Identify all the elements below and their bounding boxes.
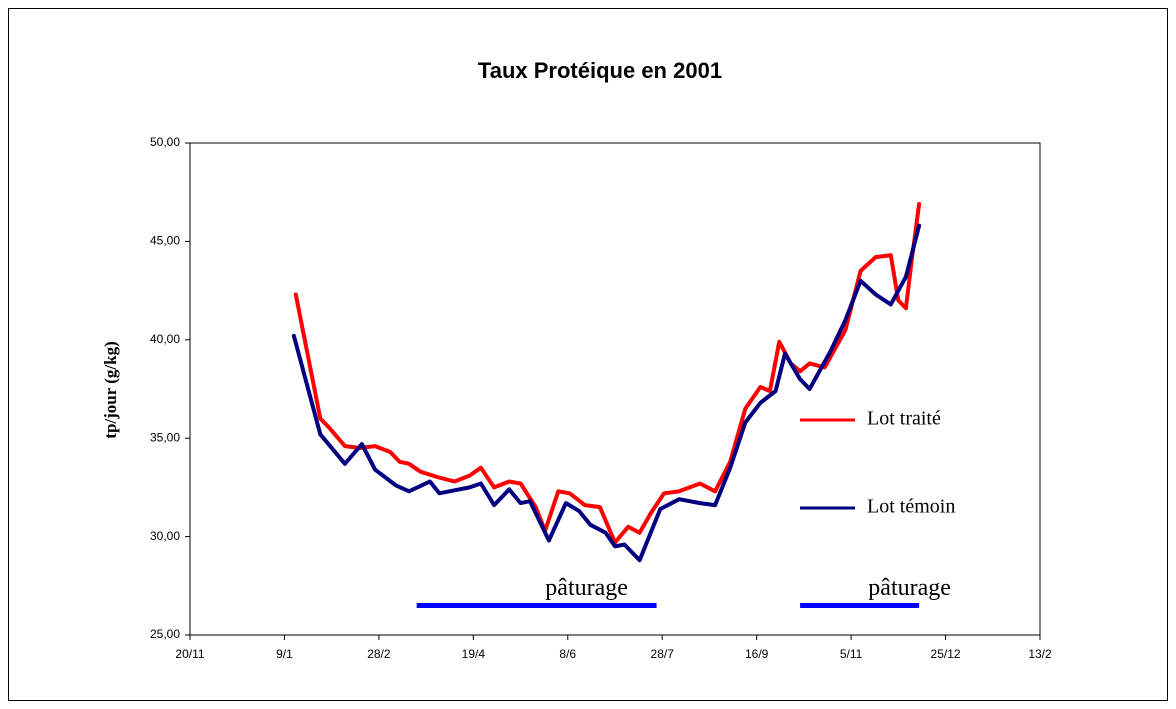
y-tick-label: 30,00 (150, 529, 180, 543)
y-tick-label: 35,00 (150, 430, 180, 444)
y-tick-label: 25,00 (150, 627, 180, 641)
frame (8, 8, 1168, 701)
plot-area (189, 142, 1041, 636)
y-tick-label: 50,00 (150, 135, 180, 149)
legend-label: Lot témoin (867, 496, 955, 518)
x-tick-label: 16/9 (745, 647, 769, 661)
series-line (293, 202, 922, 545)
chart-title: Taux Protéique en 2001 (478, 58, 722, 83)
x-tick-label: 13/2 (1028, 647, 1052, 661)
annotation: pâturage (868, 575, 951, 601)
x-tick-label: 9/1 (276, 647, 293, 661)
y-tick-label: 40,00 (150, 332, 180, 346)
x-tick-label: 25/12 (931, 647, 961, 661)
y-axis-label: tp/jour (g/kg) (101, 341, 120, 438)
x-tick-label: 19/4 (462, 647, 486, 661)
x-tick-label: 28/2 (367, 647, 391, 661)
x-tick-label: 28/7 (651, 647, 675, 661)
legend-label: Lot traité (867, 408, 941, 430)
series-line (291, 223, 922, 563)
annotation: pâturage (545, 575, 628, 601)
x-tick-label: 20/11 (175, 647, 204, 661)
x-tick-label: 5/11 (840, 647, 863, 661)
x-tick-label: 8/6 (559, 647, 576, 661)
y-tick-label: 45,00 (150, 234, 180, 248)
